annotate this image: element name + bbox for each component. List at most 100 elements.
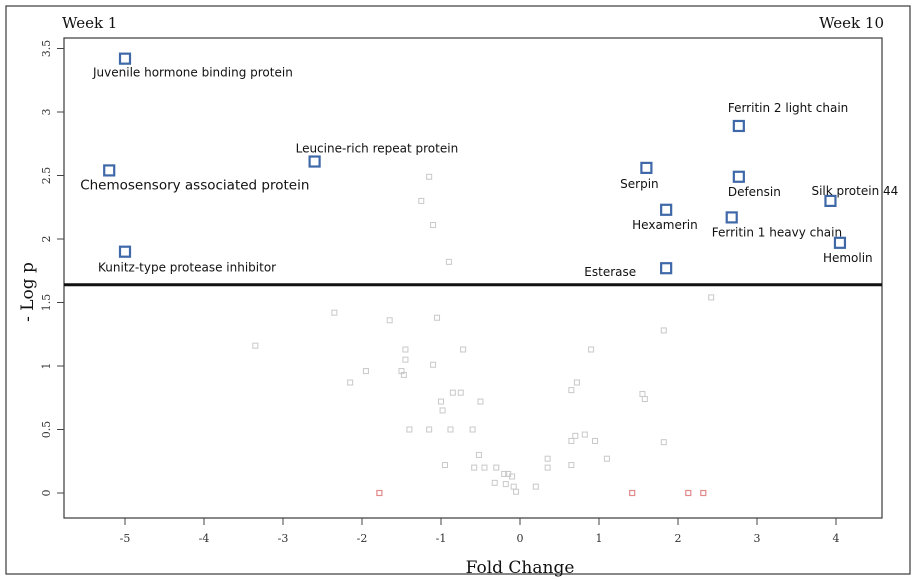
significant-point-label: Serpin — [620, 177, 659, 191]
nonsignificant-point — [640, 391, 645, 396]
nonsignificant-point — [431, 223, 436, 228]
significant-point — [641, 163, 651, 173]
nonsignificant-point — [604, 456, 609, 461]
x-tick-label: -1 — [436, 532, 447, 545]
y-tick-label: 0 — [40, 490, 53, 497]
nonsignificant-point — [253, 343, 258, 348]
marker-point — [701, 491, 706, 496]
y-tick-label: 3.5 — [40, 40, 53, 58]
x-tick-label: 3 — [754, 532, 761, 545]
significant-point-labels: Juvenile hormone binding protein Chemosen… — [80, 66, 898, 280]
nonsignificant-point — [545, 465, 550, 470]
nonsignificant-point — [593, 438, 598, 443]
nonsignificant-point — [476, 452, 481, 457]
nonsignificant-point — [407, 427, 412, 432]
nonsignificant-point — [450, 390, 455, 395]
marker-point — [377, 491, 382, 496]
nonsignificant-point — [492, 480, 497, 485]
y-tick-label: 2 — [40, 236, 53, 243]
significant-point-label: Esterase — [584, 265, 636, 279]
significant-point — [310, 157, 320, 167]
significant-point-label: Hemolin — [823, 251, 873, 265]
nonsignificant-point — [363, 369, 368, 374]
x-tick-label: -2 — [357, 532, 368, 545]
outer-border — [6, 6, 910, 574]
x-tick-label: 0 — [517, 532, 524, 545]
marker-point — [630, 491, 635, 496]
nonsignificant-point — [574, 380, 579, 385]
significant-point-label: Silk protein 44 — [811, 184, 898, 198]
y-tick-label: 3 — [40, 109, 53, 116]
nonsignificant-point — [387, 318, 392, 323]
x-tick-label: -5 — [120, 532, 131, 545]
week-10-label: Week 10 — [819, 14, 884, 32]
nonsignificant-point — [503, 482, 508, 487]
significant-point-label: Defensin — [728, 185, 781, 199]
nonsignificant-point — [582, 432, 587, 437]
nonsignificant-point — [427, 174, 432, 179]
significant-point-label: Leucine-rich repeat protein — [296, 142, 459, 156]
nonsignificant-point — [427, 427, 432, 432]
x-axis-title: Fold Change — [466, 558, 575, 578]
y-tick-label: 2.5 — [40, 167, 53, 185]
significant-point-label: Juvenile hormone binding protein — [92, 66, 293, 80]
significant-point — [661, 263, 671, 273]
x-tick-label: 1 — [596, 532, 603, 545]
nonsignificant-point — [545, 456, 550, 461]
significant-point-label: Chemosensory associated protein — [80, 177, 309, 193]
significant-point — [120, 54, 130, 64]
x-tick-label: 2 — [675, 532, 682, 545]
significant-point — [120, 247, 130, 257]
nonsignificant-point — [569, 388, 574, 393]
significant-point-label: Kunitz-type protease inhibitor — [98, 261, 276, 275]
nonsignificant-point — [348, 380, 353, 385]
marker-point — [686, 491, 691, 496]
x-tick-label: -4 — [199, 532, 210, 545]
y-tick-label: 1 — [40, 363, 53, 370]
nonsignificant-point — [419, 198, 424, 203]
nonsignificant-point — [642, 397, 647, 402]
marker-points — [377, 491, 706, 496]
nonsignificant-point — [482, 465, 487, 470]
significant-point-label: Ferritin 1 heavy chain — [712, 225, 842, 239]
nonsignificant-point — [589, 347, 594, 352]
significant-point — [727, 212, 737, 222]
significant-point — [104, 165, 114, 175]
nonsignificant-point — [573, 433, 578, 438]
significant-point — [661, 205, 671, 215]
significant-point-label: Hexamerin — [632, 218, 698, 232]
y-tick-label: 0.5 — [40, 421, 53, 439]
nonsignificant-point — [440, 408, 445, 413]
nonsignificant-point — [661, 328, 666, 333]
nonsignificant-point — [569, 438, 574, 443]
nonsignificant-point — [403, 347, 408, 352]
nonsignificant-point — [472, 465, 477, 470]
significant-point — [734, 121, 744, 131]
significant-points — [104, 54, 845, 274]
nonsignificant-point — [514, 489, 519, 494]
week-1-label: Week 1 — [62, 14, 117, 32]
y-tick-label: 1.5 — [40, 294, 53, 312]
nonsignificant-point — [569, 463, 574, 468]
nonsignificant-point — [442, 463, 447, 468]
nonsignificant-point — [435, 315, 440, 320]
x-tick-label: -3 — [278, 532, 289, 545]
significant-point-label: Ferritin 2 light chain — [728, 101, 848, 115]
significant-point — [734, 172, 744, 182]
nonsignificant-point — [448, 427, 453, 432]
nonsignificant-point — [461, 347, 466, 352]
nonsignificant-point — [446, 259, 451, 264]
y-axis-ticks: 0 0.5 1 1.5 2 2.5 3 3.5 — [40, 40, 64, 497]
nonsignificant-point — [403, 357, 408, 362]
nonsignificant-point — [439, 399, 444, 404]
nonsignificant-point — [332, 310, 337, 315]
nonsignificant-point — [478, 399, 483, 404]
nonsignificant-point — [661, 440, 666, 445]
nonsignificant-point — [470, 427, 475, 432]
y-axis-title: - Log p — [18, 262, 38, 322]
nonsignificant-point — [511, 484, 516, 489]
x-tick-label: 4 — [833, 532, 840, 545]
nonsignificant-point — [458, 390, 463, 395]
x-axis-ticks: -5 -4 -3 -2 -1 0 1 2 3 4 — [120, 518, 840, 545]
